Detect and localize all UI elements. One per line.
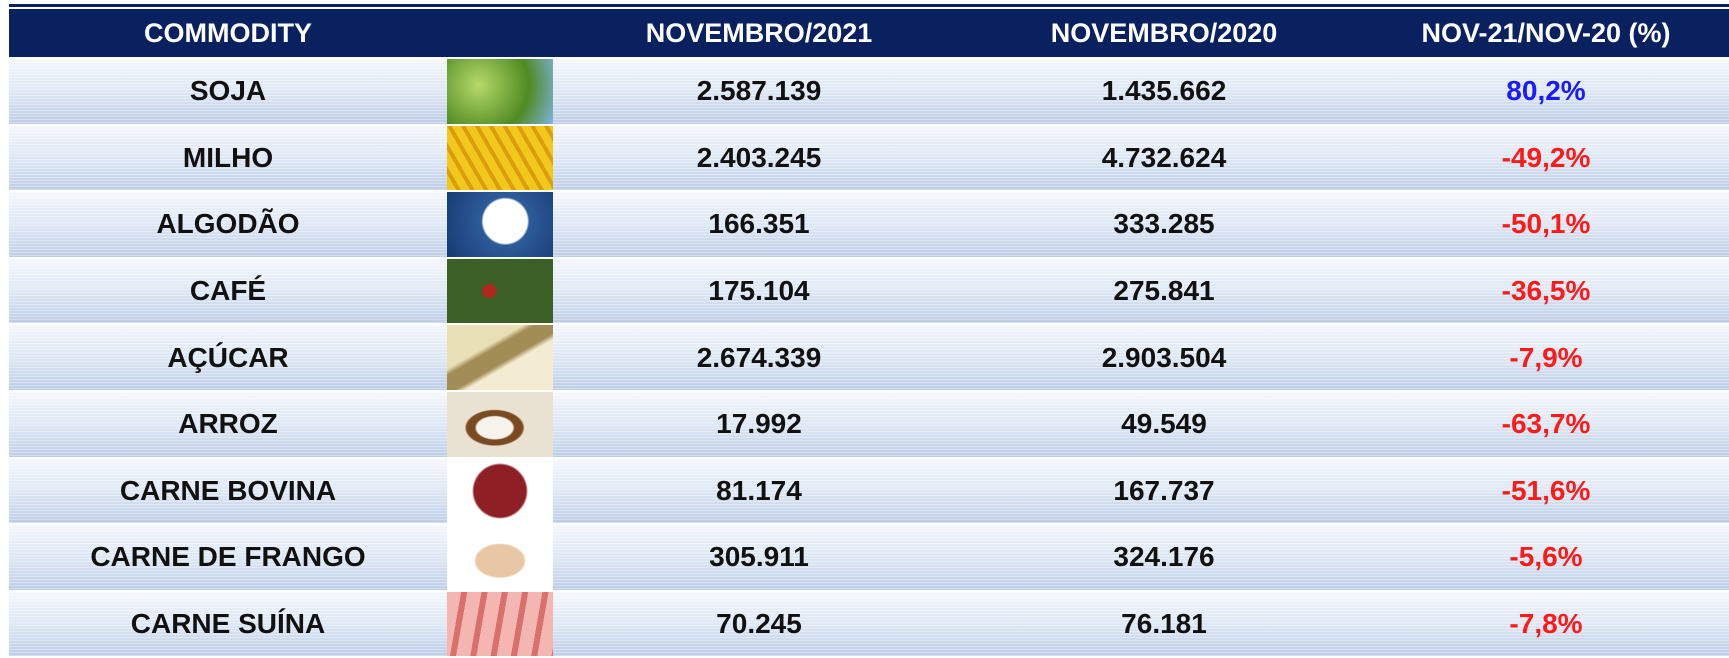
commodity-photo xyxy=(447,591,553,657)
table-row: CARNE DE FRANGO 305.911 324.176 -5,6% xyxy=(9,523,1729,590)
top-rule xyxy=(9,4,1729,7)
table-row: CARNE BOVINA 81.174 167.737 -51,6% xyxy=(9,456,1729,524)
volume-value: 1.435.662 xyxy=(1101,75,1227,107)
change-value: -5,6% xyxy=(1509,541,1583,573)
header-row: COMMODITY NOVEMBRO/2021 NOVEMBRO/2020 NOV-2… xyxy=(9,9,1729,57)
table-row: CARNE SUÍNA 70.245 76.181 -7,8% xyxy=(9,589,1729,657)
volume-value: 175.104 xyxy=(708,275,810,307)
volume-value: 324.176 xyxy=(1113,541,1215,573)
table-row: ALGODÃO 166.351 333.285 -50,1% xyxy=(9,190,1729,257)
commodity-photo xyxy=(447,391,553,457)
change-value: -49,2% xyxy=(1501,141,1591,173)
commodity-name: MILHO xyxy=(182,141,274,173)
volume-value: 76.181 xyxy=(1121,608,1207,640)
commodity-name: CARNE DE FRANGO xyxy=(90,541,366,573)
change-value: -51,6% xyxy=(1501,474,1591,506)
change-value: -7,8% xyxy=(1509,608,1583,640)
table-row: ARROZ 17.992 49.549 -63,7% xyxy=(9,389,1729,457)
header-cell: NOV-21/NOV-20 (%) xyxy=(1421,17,1671,48)
commodity-photo xyxy=(447,325,553,390)
volume-value: 275.841 xyxy=(1113,275,1215,307)
commodity-photo xyxy=(447,125,553,191)
commodity-photo xyxy=(447,59,553,124)
header-cell: NOVEMBRO/2021 xyxy=(645,17,873,48)
header-cell: NOVEMBRO/2020 xyxy=(1050,17,1278,48)
volume-value: 2.587.139 xyxy=(696,75,822,107)
change-value: 80,2% xyxy=(1506,75,1586,107)
commodity-name: CARNE SUÍNA xyxy=(130,608,326,640)
volume-value: 2.674.339 xyxy=(696,341,822,373)
volume-value: 2.903.504 xyxy=(1101,341,1227,373)
volume-value: 17.992 xyxy=(716,408,802,440)
table-row: CAFÉ 175.104 275.841 -36,5% xyxy=(9,256,1729,324)
volume-value: 70.245 xyxy=(716,608,802,640)
commodity-photo xyxy=(447,525,553,590)
change-value: -63,7% xyxy=(1501,408,1591,440)
change-value: -50,1% xyxy=(1501,208,1591,240)
volume-value: 4.732.624 xyxy=(1101,141,1227,173)
volume-value: 333.285 xyxy=(1113,208,1215,240)
change-value: -36,5% xyxy=(1501,275,1591,307)
commodity-name: AÇÚCAR xyxy=(167,341,289,373)
volume-value: 49.549 xyxy=(1121,408,1207,440)
commodity-name: CARNE BOVINA xyxy=(119,474,337,506)
commodity-name: ALGODÃO xyxy=(156,208,300,240)
volume-value: 167.737 xyxy=(1113,474,1215,506)
change-value: -7,9% xyxy=(1509,341,1583,373)
commodity-photo xyxy=(447,258,553,324)
volume-value: 166.351 xyxy=(708,208,810,240)
commodity-name: CAFÉ xyxy=(189,275,267,307)
table-row: MILHO 2.403.245 4.732.624 -49,2% xyxy=(9,123,1729,191)
header-cell: COMMODITY xyxy=(144,17,312,48)
table-row: SOJA 2.587.139 1.435.662 80,2% xyxy=(9,57,1729,124)
volume-value: 81.174 xyxy=(716,474,802,506)
commodity-table: COMMODITY NOVEMBRO/2021 NOVEMBRO/2020 NOV-2… xyxy=(9,9,1729,657)
commodity-name: ARROZ xyxy=(178,408,278,440)
commodity-name: SOJA xyxy=(189,75,267,107)
commodity-photo xyxy=(447,192,553,257)
volume-value: 2.403.245 xyxy=(696,141,822,173)
table-row: AÇÚCAR 2.674.339 2.903.504 -7,9% xyxy=(9,323,1729,390)
volume-value: 305.911 xyxy=(709,541,809,573)
commodity-photo xyxy=(447,458,553,524)
